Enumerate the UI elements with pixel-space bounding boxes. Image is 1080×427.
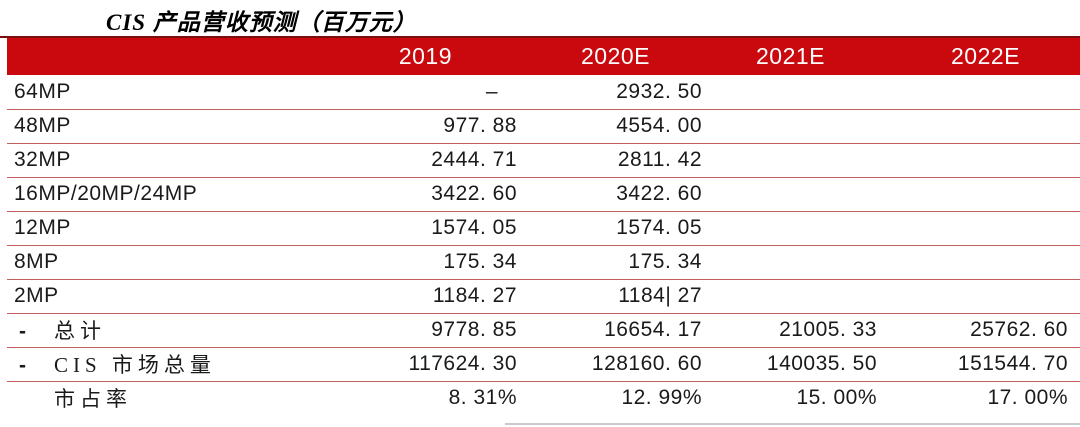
table-body: 64MP – 2932. 50 48MP 977. 88 4554. 00 32MP 244… bbox=[7, 75, 1080, 415]
table-row: 16MP/20MP/24MP 3422. 60 3422. 60 bbox=[7, 177, 1080, 211]
value-cell-2021E: 15. 00% bbox=[796, 386, 877, 410]
row-label-text: 32MP bbox=[14, 148, 71, 171]
value-cell-2019: 8. 31% bbox=[448, 386, 517, 410]
value-cell-2022E: 25762. 60 bbox=[970, 318, 1068, 341]
row-label-text: 12MP bbox=[14, 216, 71, 239]
row-label: 12MP bbox=[7, 211, 262, 245]
table-row: - 总计 9778. 85 16654. 17 21005. 33 25762. 60 bbox=[7, 313, 1080, 347]
row-label: 2MP bbox=[7, 279, 262, 313]
value-cell-2021E bbox=[714, 177, 889, 211]
value-cell-2022E bbox=[889, 245, 1080, 279]
value-cell-2021E bbox=[714, 245, 889, 279]
row-label-text: 2MP bbox=[14, 284, 59, 307]
value-cell-2020E: 128160. 60 bbox=[591, 352, 702, 375]
value-cell-2020E: 1574. 05 bbox=[616, 216, 702, 239]
value-cell-2021E bbox=[714, 279, 889, 313]
row-label-text: 总计 bbox=[54, 319, 106, 343]
table-row: 12MP 1574. 05 1574. 05 bbox=[7, 211, 1080, 245]
row-label: 市占率 bbox=[7, 381, 262, 415]
header-2022e: 2022E bbox=[889, 38, 1080, 75]
value-cell-2019: 1184. 27 bbox=[432, 284, 517, 307]
value-cell-2022E bbox=[889, 177, 1080, 211]
value-cell-2020E: 12. 99% bbox=[621, 386, 702, 410]
value-cell-2022E bbox=[889, 109, 1080, 143]
row-label: - 总计 bbox=[7, 313, 262, 347]
value-cell-2022E: 17. 00% bbox=[987, 386, 1068, 410]
row-label-text: 16MP/20MP/24MP bbox=[14, 182, 198, 205]
row-label: 64MP bbox=[7, 75, 262, 109]
table-row: 8MP 175. 34 175. 34 bbox=[7, 245, 1080, 279]
value-cell-2019: – bbox=[485, 79, 517, 103]
value-cell-2021E bbox=[714, 211, 889, 245]
header-row: 2019 2020E 2021E 2022E bbox=[7, 38, 1080, 75]
value-cell-2020E: 16654. 17 bbox=[604, 318, 702, 341]
value-cell-2022E bbox=[889, 279, 1080, 313]
value-cell-2021E bbox=[714, 75, 889, 109]
row-label-text: 48MP bbox=[14, 114, 71, 137]
row-label: 32MP bbox=[7, 143, 262, 177]
row-label-text: 64MP bbox=[14, 79, 71, 103]
table-row: 48MP 977. 88 4554. 00 bbox=[7, 109, 1080, 143]
value-cell-2022E bbox=[889, 143, 1080, 177]
header-top-border bbox=[0, 36, 1080, 38]
row-label: 48MP bbox=[7, 109, 262, 143]
value-cell-2022E bbox=[889, 211, 1080, 245]
header-2021e: 2021E bbox=[714, 38, 889, 75]
value-cell-2020E: 4554. 00 bbox=[616, 114, 702, 137]
row-label: - CIS 市场总量 bbox=[7, 347, 262, 381]
value-cell-2020E: 2811. 42 bbox=[617, 148, 702, 171]
header-label-spacer bbox=[7, 38, 262, 75]
value-cell-2019: 977. 88 bbox=[443, 114, 517, 137]
value-cell-2019: 9778. 85 bbox=[431, 318, 517, 341]
table-row: 市占率 8. 31% 12. 99% 15. 00% 17. 00% bbox=[7, 381, 1080, 415]
value-cell-2019: 3422. 60 bbox=[431, 182, 517, 205]
value-cell-2019: 117624. 30 bbox=[408, 352, 517, 375]
value-cell-2021E bbox=[714, 143, 889, 177]
value-cell-2021E bbox=[714, 109, 889, 143]
table-row: 32MP 2444. 71 2811. 42 bbox=[7, 143, 1080, 177]
value-cell-2019: 2444. 71 bbox=[431, 148, 517, 171]
header-2019: 2019 bbox=[262, 38, 529, 75]
value-cell-2020E: 175. 34 bbox=[628, 250, 702, 273]
row-label-text: 市占率 bbox=[54, 387, 132, 412]
row-bullet-dash: - bbox=[19, 354, 27, 377]
forecast-table: 2019 2020E 2021E 2022E 64MP – 2932. 50 48M… bbox=[7, 38, 1080, 415]
row-bullet-dash: - bbox=[19, 320, 27, 343]
table-row: 2MP 1184. 27 1184| 27 bbox=[7, 279, 1080, 313]
value-cell-2019: 1574. 05 bbox=[431, 216, 517, 239]
value-cell-2020E: 1184| 27 bbox=[618, 284, 702, 307]
row-label-text: 8MP bbox=[14, 250, 59, 273]
value-cell-2019: 175. 34 bbox=[443, 250, 517, 273]
value-cell-2022E: 151544. 70 bbox=[957, 352, 1068, 375]
table-row: - CIS 市场总量 117624. 30 128160. 60 140035. 50 1… bbox=[7, 347, 1080, 381]
value-cell-2021E: 140035. 50 bbox=[766, 352, 877, 375]
bottom-partial-divider bbox=[505, 423, 1080, 425]
table-title: CIS 产品营收预测（百万元） bbox=[106, 10, 417, 35]
row-label: 8MP bbox=[7, 245, 262, 279]
value-cell-2022E bbox=[889, 75, 1080, 109]
row-label-text: CIS 市场总量 bbox=[54, 353, 216, 377]
value-cell-2020E: 3422. 60 bbox=[616, 182, 702, 205]
value-cell-2021E: 21005. 33 bbox=[779, 318, 877, 341]
forecast-table-wrap: 2019 2020E 2021E 2022E 64MP – 2932. 50 48M… bbox=[7, 38, 1080, 415]
table-row: 64MP – 2932. 50 bbox=[7, 75, 1080, 109]
table-header: 2019 2020E 2021E 2022E bbox=[7, 38, 1080, 75]
value-cell-2020E: 2932. 50 bbox=[616, 79, 702, 103]
header-2020e: 2020E bbox=[529, 38, 714, 75]
row-label: 16MP/20MP/24MP bbox=[7, 177, 262, 211]
